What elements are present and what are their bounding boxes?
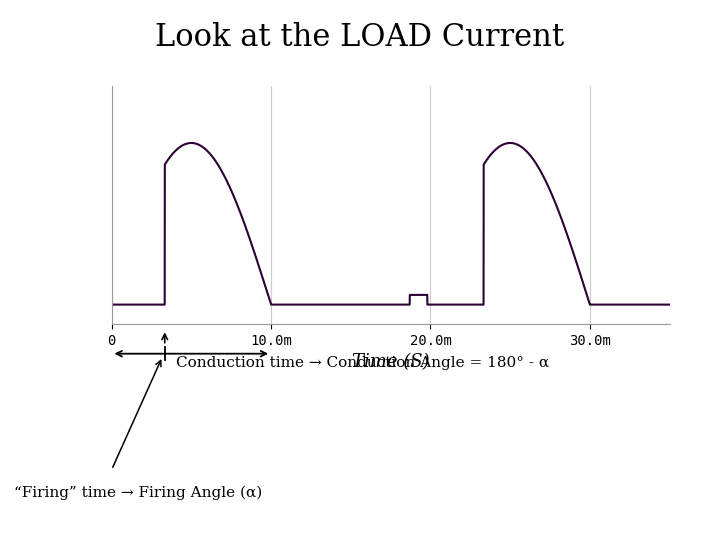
Text: Look at the LOAD Current: Look at the LOAD Current	[156, 22, 564, 52]
Text: Conduction time → Conduction Angle = 180° - α: Conduction time → Conduction Angle = 180…	[176, 356, 549, 370]
X-axis label: Time (S): Time (S)	[352, 353, 429, 372]
Text: “Firing” time → Firing Angle (α): “Firing” time → Firing Angle (α)	[14, 486, 263, 501]
